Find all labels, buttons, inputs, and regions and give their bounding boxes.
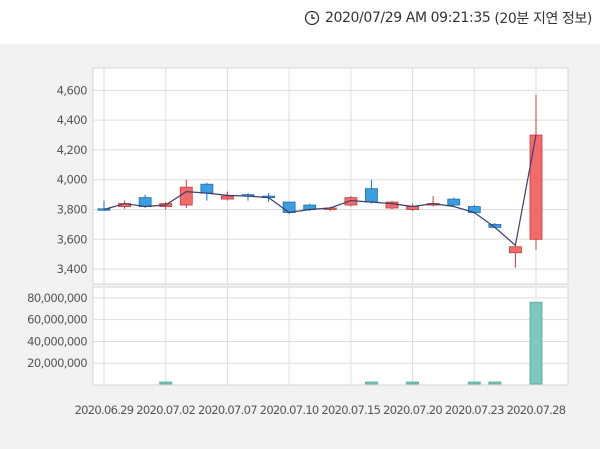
price-tick-label: 4,000 (57, 173, 88, 187)
x-tick-label: 2020.07.02 (136, 403, 195, 417)
x-tick-label: 2020.07.07 (198, 403, 257, 417)
candle-body (365, 188, 378, 203)
ma-line (103, 134, 537, 247)
candle-body (97, 208, 111, 211)
price-tick-label: 4,600 (57, 83, 88, 97)
candle-body (447, 198, 461, 206)
timestamp-info: 2020/07/29 AM 09:21:35 (20분 지연 정보) (304, 8, 592, 28)
volume-tick-label: 40,000,000 (27, 334, 87, 348)
candle-body (179, 186, 193, 206)
volume-bar (529, 301, 543, 385)
stock-chart: 3,400 3,600 3,800 4,000 4,200 4,400 4,600 20,00… (27, 67, 569, 417)
x-tick-label: 2020.07.23 (445, 403, 504, 417)
x-tick-label: 2020.07.10 (260, 403, 319, 417)
price-plot-area (92, 67, 569, 285)
x-tick-label: 2020.07.28 (507, 403, 566, 417)
volume-plot-area (92, 286, 569, 386)
timestamp-text: 2020/07/29 AM 09:21:35 (325, 10, 491, 26)
price-tick-label: 3,800 (57, 203, 88, 217)
price-tick-label: 4,200 (57, 143, 88, 157)
volume-bar (467, 381, 481, 385)
x-tick-label: 2020.07.15 (321, 403, 380, 417)
candle-body (138, 197, 152, 207)
candle-body (200, 183, 214, 194)
volume-bar (406, 381, 419, 385)
volume-bar (159, 381, 173, 385)
volume-tick-label: 60,000,000 (27, 313, 87, 327)
candle-body (282, 201, 296, 213)
volume-bar (488, 381, 502, 385)
price-tick-label: 3,600 (57, 232, 88, 246)
volume-tick-label: 80,000,000 (27, 291, 87, 305)
x-tick-label: 2020.06.29 (75, 403, 134, 417)
clock-icon (304, 10, 320, 26)
candle-body (509, 246, 522, 254)
delay-note: (20분 지연 정보) (494, 11, 592, 27)
price-tick-label: 3,400 (57, 262, 88, 276)
volume-tick-label: 20,000,000 (27, 356, 87, 370)
candle-body (221, 195, 234, 200)
price-tick-label: 4,400 (57, 113, 88, 127)
volume-bar (365, 381, 378, 385)
x-tick-label: 2020.07.20 (383, 403, 442, 417)
chart-panel: 3,400 3,600 3,800 4,000 4,200 4,400 4,600 20,00… (0, 44, 600, 449)
header-bar: 2020/07/29 AM 09:21:35 (20분 지연 정보) (0, 0, 600, 38)
candle-body (529, 134, 543, 240)
